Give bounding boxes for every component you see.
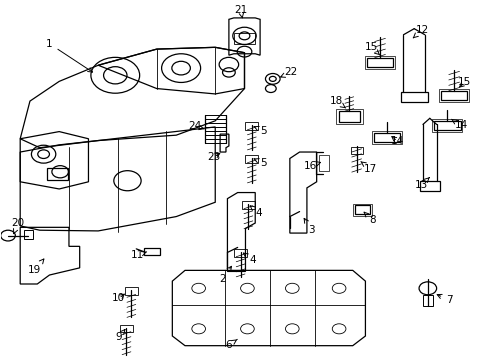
- Text: 6: 6: [225, 339, 237, 350]
- Text: 22: 22: [280, 67, 297, 77]
- Text: 20: 20: [12, 218, 25, 234]
- Text: 23: 23: [207, 152, 221, 162]
- Text: 13: 13: [413, 177, 428, 190]
- Text: 8: 8: [363, 212, 375, 225]
- Bar: [242, 201, 254, 209]
- Text: 4: 4: [243, 253, 255, 265]
- Bar: [125, 287, 138, 295]
- Bar: [338, 111, 359, 122]
- Text: 10: 10: [112, 293, 125, 303]
- Bar: [24, 230, 33, 239]
- Bar: [352, 204, 371, 216]
- Bar: [144, 248, 159, 255]
- Text: 18: 18: [329, 96, 345, 108]
- Text: 1: 1: [46, 39, 92, 72]
- Bar: [431, 119, 462, 132]
- Bar: [373, 133, 399, 142]
- Text: 21: 21: [233, 5, 247, 18]
- Text: 11: 11: [130, 250, 146, 260]
- Bar: [438, 89, 468, 102]
- Text: 15: 15: [364, 42, 379, 55]
- Text: 14: 14: [450, 119, 467, 130]
- Bar: [433, 121, 460, 130]
- Bar: [233, 33, 255, 44]
- Bar: [440, 91, 467, 100]
- Text: 2: 2: [219, 266, 231, 284]
- Text: 4: 4: [250, 206, 262, 218]
- Text: 24: 24: [188, 121, 204, 131]
- Bar: [245, 122, 258, 130]
- Bar: [120, 324, 133, 332]
- Bar: [318, 155, 329, 171]
- Text: 15: 15: [457, 77, 470, 87]
- Bar: [350, 147, 362, 154]
- Text: 19: 19: [28, 259, 44, 275]
- Bar: [364, 56, 394, 69]
- Text: 3: 3: [304, 219, 314, 235]
- Bar: [400, 92, 427, 102]
- Text: 17: 17: [360, 162, 376, 174]
- Bar: [422, 296, 432, 306]
- Bar: [354, 206, 369, 214]
- Text: 14: 14: [390, 136, 404, 146]
- Bar: [371, 131, 401, 144]
- Bar: [366, 58, 392, 67]
- Text: 5: 5: [254, 158, 266, 168]
- Text: 9: 9: [115, 329, 125, 342]
- Bar: [47, 168, 68, 180]
- Bar: [335, 109, 362, 124]
- Bar: [419, 181, 439, 191]
- Text: 5: 5: [254, 126, 266, 135]
- Text: 12: 12: [412, 25, 428, 38]
- Text: 16: 16: [303, 161, 320, 171]
- Bar: [234, 249, 246, 257]
- Text: 7: 7: [436, 294, 452, 305]
- Bar: [245, 155, 258, 163]
